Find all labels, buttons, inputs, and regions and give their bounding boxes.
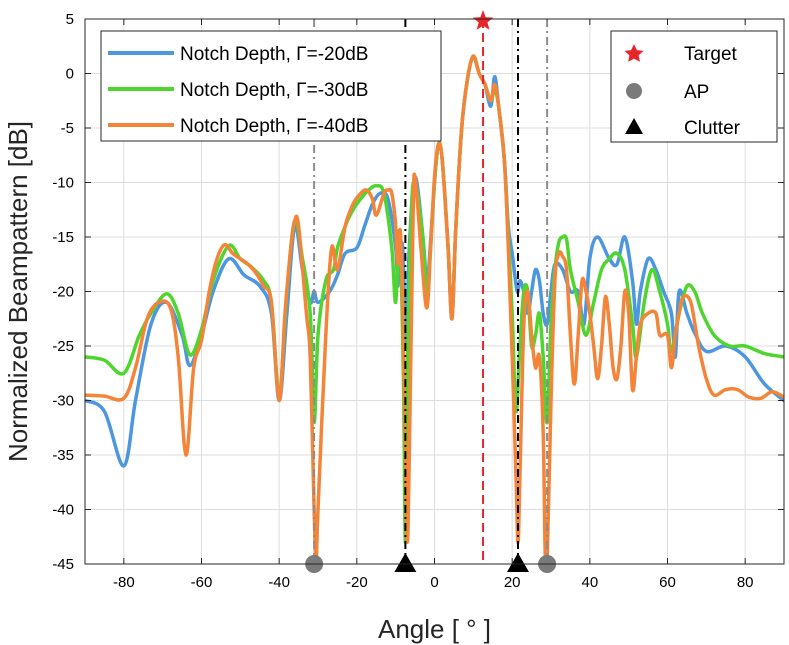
y-tick-label: -15 [52, 229, 74, 246]
y-tick-label: -10 [52, 175, 74, 192]
x-tick-label: -80 [113, 574, 135, 591]
x-tick-label: -40 [268, 574, 290, 591]
x-axis-title: Angle [ ° ] [378, 614, 491, 644]
y-tick-label: 0 [66, 66, 74, 83]
legend-series-box [100, 30, 442, 142]
ap-circle-icon [626, 83, 642, 99]
y-tick-label: -40 [52, 502, 74, 519]
legend-label-30db: Notch Depth, Γ=-30dB [180, 80, 368, 101]
legend-markers: Target AP Clutter [610, 30, 778, 143]
clutter-marker [506, 553, 529, 572]
y-axis-title: Normalized Beampattern [dB] [3, 121, 33, 462]
series-line-40db [85, 54, 784, 564]
legend-label-40db: Notch Depth, Γ=-40dB [180, 116, 368, 137]
x-tick-label: 0 [430, 574, 438, 591]
y-tick-label: -35 [52, 447, 74, 464]
legend-label-clutter: Clutter [684, 118, 741, 139]
y-tick-label: -5 [61, 120, 74, 137]
target-star-icon [624, 44, 644, 62]
y-tick-label: -20 [52, 284, 74, 301]
x-tick-label: -20 [346, 574, 368, 591]
x-tick-label: 80 [737, 574, 754, 591]
legend-label-target: Target [684, 44, 738, 65]
clutter-marker [394, 553, 417, 572]
x-tick-label: -60 [191, 574, 213, 591]
clutter-triangle-icon [625, 118, 643, 134]
axis-ticks: -80 -60 -40 -20 0 20 40 60 80 5 0 -5 -10 -15 -20 -25 -30… [52, 11, 784, 591]
y-tick-label: -30 [52, 393, 74, 410]
y-tick-label: -25 [52, 338, 74, 355]
x-tick-label: 20 [504, 574, 521, 591]
legend-label-20db: Notch Depth, Γ=-20dB [180, 44, 368, 65]
legend-label-ap: AP [684, 82, 709, 103]
y-tick-label: -45 [52, 556, 74, 573]
y-tick-label: 5 [66, 11, 74, 28]
x-tick-label: 60 [659, 574, 676, 591]
series-lines [85, 54, 784, 564]
target-marker [472, 10, 494, 30]
legend-series: Notch Depth, Γ=-20dB Notch Depth, Γ=-30d… [100, 30, 442, 142]
x-tick-label: 40 [581, 574, 598, 591]
